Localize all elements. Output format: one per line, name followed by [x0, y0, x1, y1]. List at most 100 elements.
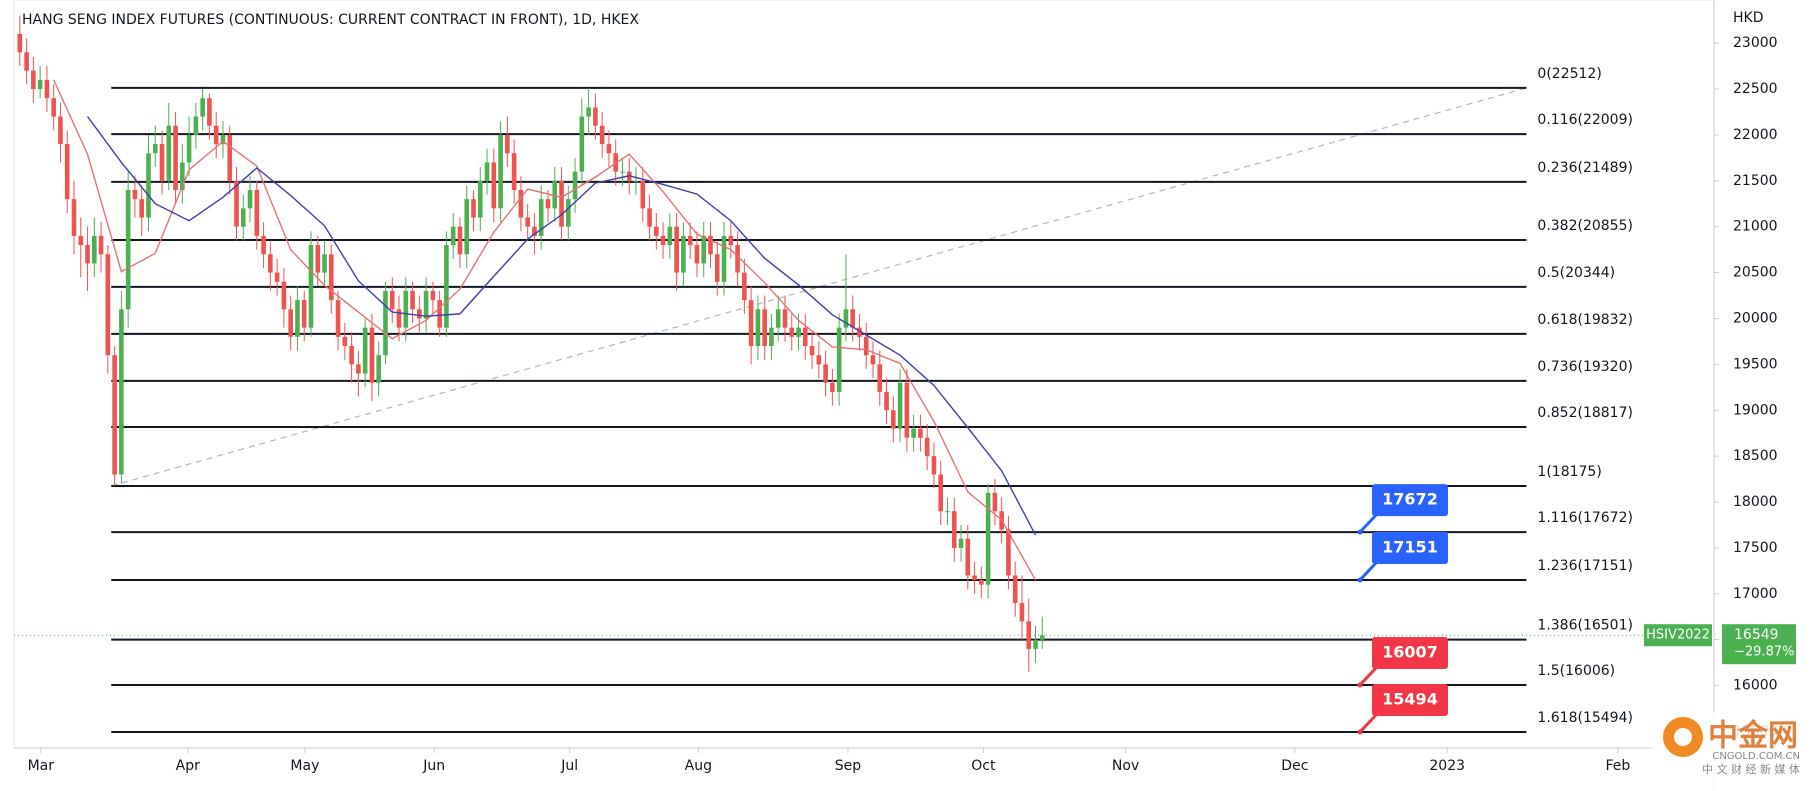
candle-body	[951, 511, 957, 548]
candle-body	[552, 180, 558, 209]
candle-body	[261, 235, 266, 255]
candle-body	[572, 171, 578, 200]
fib-level-label: 0(22512)	[1537, 66, 1601, 82]
y-tick-label: 16000	[1733, 678, 1778, 694]
candle-body	[802, 327, 808, 347]
candle-body	[71, 199, 77, 236]
candle-body	[146, 153, 151, 218]
candle-body	[17, 33, 23, 53]
candle-body	[457, 226, 463, 255]
candle-body	[498, 134, 503, 209]
x-tick-label: Oct	[971, 758, 996, 774]
candle-body	[931, 456, 937, 475]
candle-body	[403, 290, 409, 328]
fib-level-label: 1.236(17151)	[1537, 558, 1633, 574]
callout-anchor	[1357, 682, 1363, 688]
x-tick-label: Apr	[176, 758, 200, 774]
candle-body	[701, 235, 707, 264]
fib-level-label: 0.5(20344)	[1537, 265, 1615, 281]
fib-level-label: 0.852(18817)	[1537, 405, 1633, 421]
candle-body	[112, 355, 117, 475]
candle-body	[735, 245, 740, 273]
candle-body	[430, 290, 436, 301]
fib-level-label: 1.116(17672)	[1537, 510, 1633, 526]
fib-level-label: 0.382(20855)	[1537, 218, 1633, 234]
y-tick-label: 23000	[1733, 35, 1778, 51]
y-tick-label: 19500	[1733, 356, 1778, 372]
candle-body	[234, 180, 239, 227]
candle-body	[830, 382, 835, 392]
candle-body	[775, 309, 781, 328]
callout-anchor	[1357, 529, 1363, 535]
candle-body	[295, 300, 300, 337]
candle-body	[288, 309, 293, 337]
callout-anchor	[1357, 729, 1363, 735]
candle-body	[762, 309, 767, 347]
x-tick-label: Feb	[1605, 758, 1630, 774]
candle-body	[816, 355, 822, 365]
x-tick-label: 2023	[1429, 758, 1465, 774]
fib-level-label: 0.236(21489)	[1537, 160, 1633, 176]
candle-body	[200, 98, 205, 117]
candle-body	[1039, 635, 1045, 640]
candle-body	[877, 364, 883, 392]
candle-body	[823, 364, 828, 383]
candle-body	[240, 208, 246, 227]
candle-body	[667, 226, 673, 246]
candle-body	[613, 153, 618, 172]
candle-body	[911, 428, 916, 438]
candle-body	[349, 346, 354, 365]
candle-body	[1019, 602, 1025, 622]
fib-level-label: 0.736(19320)	[1537, 359, 1633, 375]
candle-body	[545, 199, 551, 209]
candle-body	[281, 281, 287, 310]
candle-body	[247, 189, 253, 209]
y-tick-label: 22500	[1733, 81, 1778, 97]
candle-body	[769, 327, 774, 347]
candle-body	[491, 162, 497, 209]
candle-body	[268, 254, 273, 273]
candle-body	[789, 327, 795, 337]
x-tick-label: Jul	[560, 758, 578, 774]
candle-body	[186, 134, 192, 163]
x-tick-label: Sep	[835, 758, 862, 774]
candle-body	[532, 226, 537, 236]
x-tick-label: Jun	[422, 758, 445, 774]
y-tick-label: 19000	[1733, 402, 1778, 418]
candle-body	[24, 52, 29, 71]
x-tick-label: Mar	[28, 758, 55, 774]
candle-body	[166, 125, 172, 181]
candle-body	[193, 116, 199, 135]
callout-label: 16007	[1382, 642, 1438, 661]
candle-body	[863, 336, 869, 356]
fib-level-label: 1.5(16006)	[1537, 663, 1615, 679]
candle-body	[51, 98, 56, 117]
moving-average-line	[53, 79, 1037, 581]
candle-body	[356, 364, 361, 374]
candle-body	[85, 245, 90, 264]
candle-body	[687, 235, 693, 246]
candle-body	[511, 153, 517, 190]
candle-body	[579, 116, 585, 172]
candle-body	[525, 217, 530, 227]
candle-body	[538, 199, 544, 236]
candle-body	[742, 272, 747, 301]
candle-body	[836, 327, 842, 392]
watermark-brand: 中金网	[1708, 719, 1798, 754]
candle-body	[606, 144, 612, 154]
candle-body	[748, 300, 754, 347]
y-tick-label: 21000	[1733, 219, 1778, 235]
candle-body	[484, 162, 490, 181]
candle-body	[674, 226, 679, 273]
callout-box	[1372, 484, 1448, 517]
candle-body	[809, 346, 815, 356]
candle-body	[979, 580, 984, 585]
candle-body	[559, 180, 564, 227]
price-callout: 16007	[1357, 636, 1448, 688]
fib-level-label: 1.386(16501)	[1537, 618, 1633, 634]
candle-body	[1012, 575, 1018, 603]
candle-body	[870, 355, 876, 365]
candle-body	[660, 235, 666, 246]
candle-body	[477, 180, 483, 218]
